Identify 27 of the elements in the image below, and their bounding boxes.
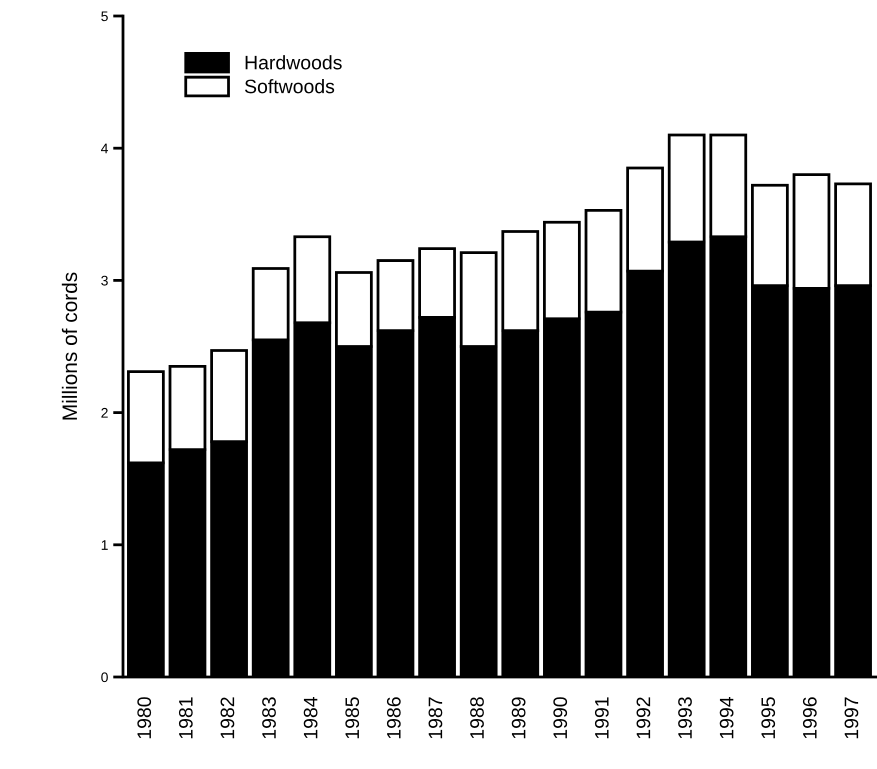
x-tick-label: 1993 — [678, 697, 692, 738]
x-tick-label: 1994 — [720, 697, 734, 738]
y-tick-label: 4 — [101, 144, 108, 154]
x-tick-label: 1992 — [636, 697, 650, 738]
x-tick-label: 1988 — [470, 697, 484, 738]
x-tick-label: 1995 — [761, 697, 776, 738]
y-axis-title: Millions of cords — [62, 272, 78, 420]
legend-label: Hardwoods — [246, 55, 342, 70]
y-tick-label: 0 — [101, 672, 108, 682]
y-tick-label: 3 — [101, 276, 108, 286]
legend-label: Softwoods — [244, 79, 334, 94]
x-tick-label: 1983 — [262, 697, 276, 738]
x-tick-label: 1985 — [345, 697, 360, 738]
x-tick-label: 1981 — [178, 697, 193, 738]
y-tick-label: 5 — [101, 11, 108, 22]
x-tick-label: 1989 — [512, 697, 526, 738]
x-tick-label: 1990 — [553, 697, 568, 738]
x-tick-label: 1997 — [844, 697, 858, 738]
x-tick-label: 1984 — [304, 697, 318, 738]
y-tick-label: 1 — [102, 540, 108, 550]
x-tick-label: 1980 — [137, 697, 152, 738]
x-tick-label: 1991 — [594, 697, 609, 738]
x-tick-label: 1987 — [428, 697, 442, 738]
x-tick-label: 1982 — [220, 697, 234, 738]
x-tick-label: 1996 — [802, 697, 817, 738]
x-tick-label: 1986 — [386, 697, 401, 738]
y-tick-label: 2 — [101, 408, 108, 418]
